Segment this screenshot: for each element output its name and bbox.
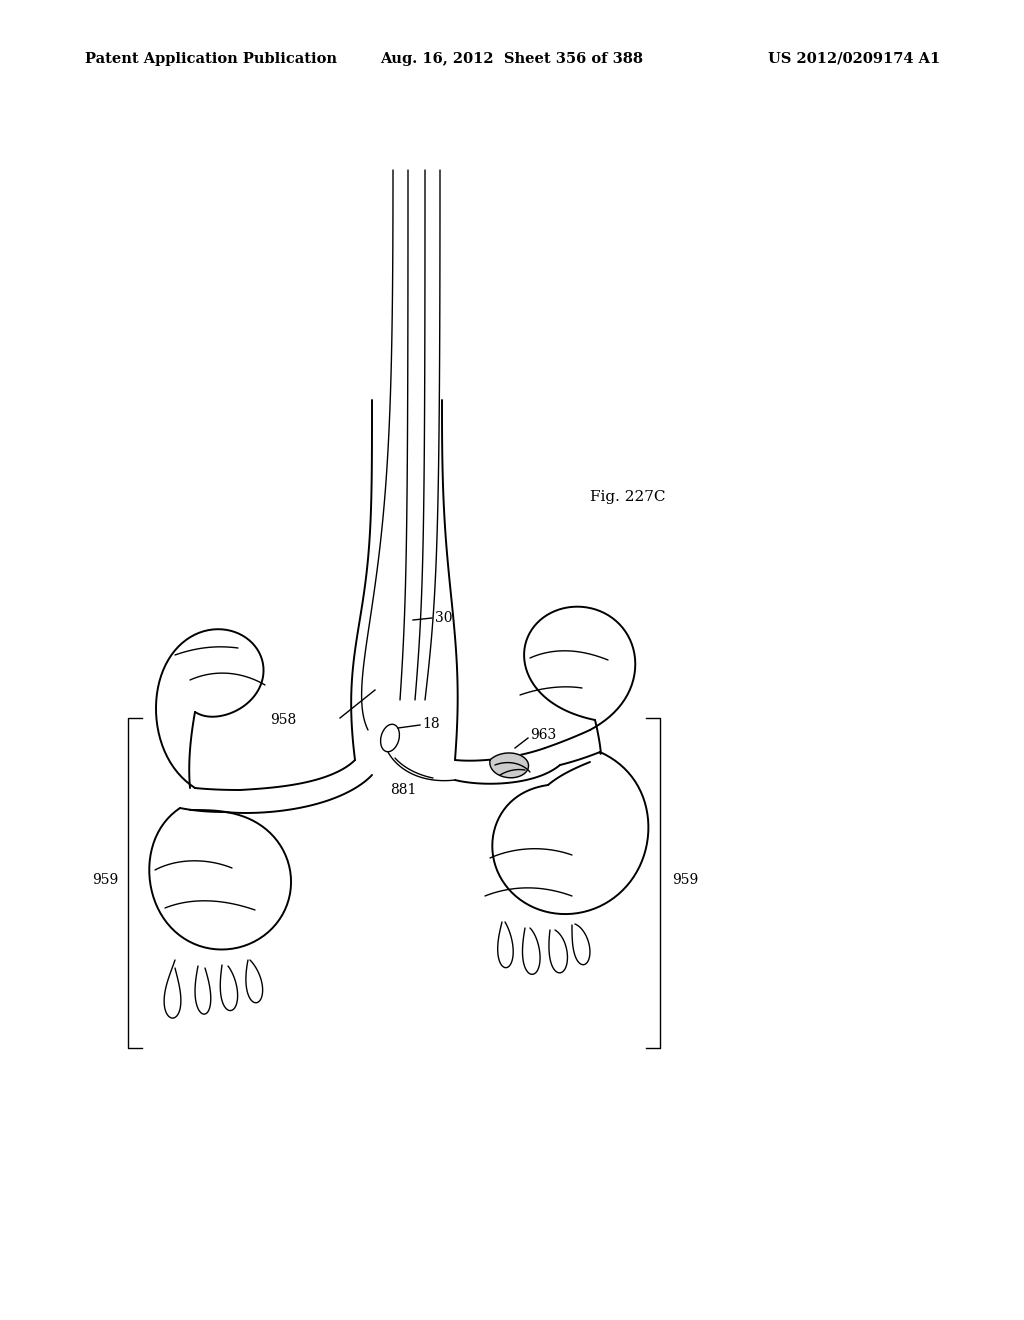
Text: Patent Application Publication: Patent Application Publication — [85, 51, 337, 66]
Text: 963: 963 — [530, 729, 556, 742]
Text: Aug. 16, 2012  Sheet 356 of 388: Aug. 16, 2012 Sheet 356 of 388 — [381, 51, 643, 66]
Text: 881: 881 — [390, 783, 417, 797]
Text: Fig. 227C: Fig. 227C — [590, 490, 666, 504]
Text: 959: 959 — [672, 873, 698, 887]
Text: US 2012/0209174 A1: US 2012/0209174 A1 — [768, 51, 940, 66]
Text: 18: 18 — [422, 717, 439, 731]
Text: 959: 959 — [92, 873, 118, 887]
Polygon shape — [489, 752, 528, 777]
Text: 958: 958 — [270, 713, 296, 727]
Text: 30: 30 — [435, 611, 453, 624]
Ellipse shape — [381, 725, 399, 751]
